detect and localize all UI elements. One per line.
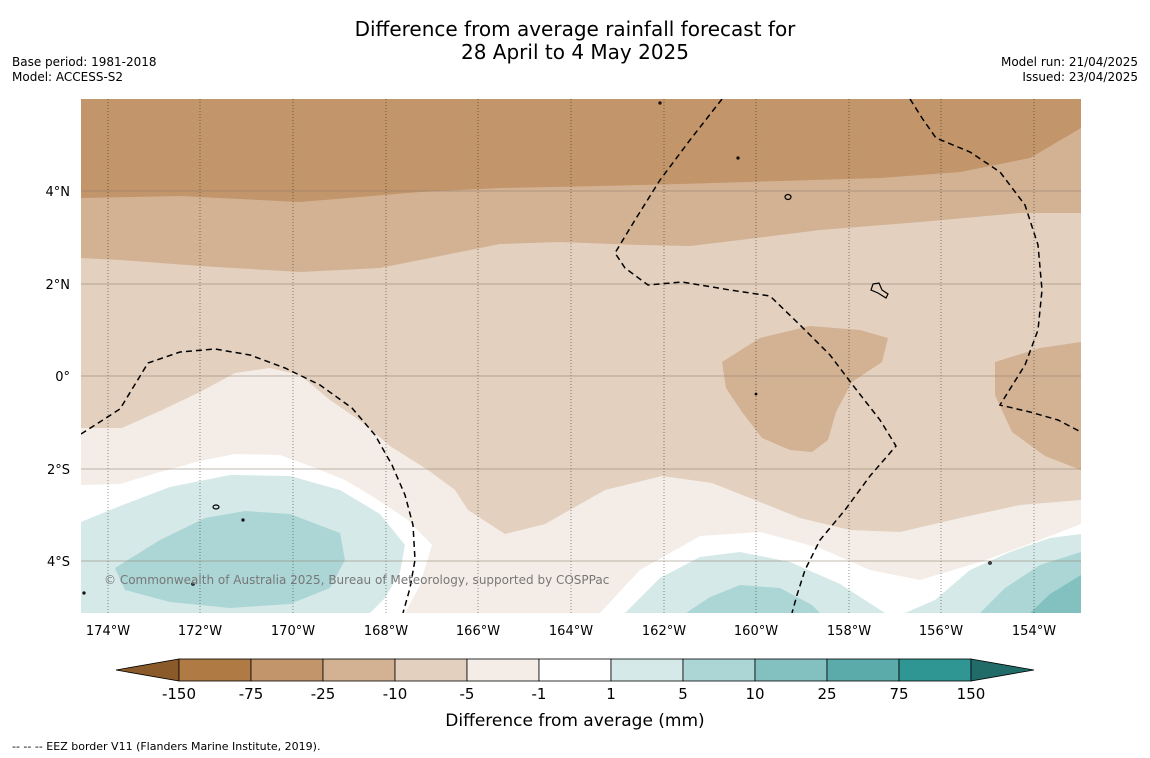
colorbar-swatch — [682, 658, 756, 682]
lat-tick-label: 4°S — [47, 555, 70, 570]
lon-tick-label: 162°W — [642, 624, 686, 639]
lon-tick-label: 166°W — [456, 624, 500, 639]
contour-wet-10-25-southeast — [1030, 575, 1081, 613]
contour-wet-1-5-southeast-a — [625, 552, 885, 613]
model-run-text: Model run: 21/04/2025 — [1000, 55, 1138, 69]
contour-wet-5-10-southwest — [115, 511, 345, 608]
colorbar-tick-labels: -150 -75 -25 -10 -5 -1 1 5 10 25 75 150 — [162, 685, 985, 703]
base-period-text: Base period: 1981-2018 — [12, 55, 157, 69]
lat-tick-label: 2°S — [47, 463, 70, 478]
contour-wet-5-10-southeast-a — [686, 585, 820, 613]
colorbar-wet-extend — [970, 658, 1035, 682]
lon-tick-label: 158°W — [827, 624, 871, 639]
title-line-2: 28 April to 4 May 2025 — [461, 40, 689, 64]
issued-text: Issued: 23/04/2025 — [1022, 70, 1138, 84]
colorbar-tick-label: 75 — [889, 685, 908, 703]
colorbar-tick-label: 1 — [606, 685, 616, 703]
colorbar-swatch — [538, 658, 612, 682]
longitude-tick-labels: 174°W 172°W 170°W 168°W 166°W 164°W 162°… — [86, 624, 1056, 639]
colorbar — [115, 658, 1035, 682]
model-text: Model: ACCESS-S2 — [12, 70, 124, 84]
colorbar-swatch — [394, 658, 468, 682]
lon-tick-label: 164°W — [549, 624, 593, 639]
contour-dry-25-75 — [81, 99, 1081, 202]
colorbar-tick-label: 25 — [817, 685, 836, 703]
lon-tick-label: 156°W — [919, 624, 963, 639]
eez-legend-text: -- -- -- EEZ border V11 (Flanders Marine… — [12, 740, 321, 753]
colorbar-tick-label: -150 — [162, 685, 196, 703]
colorbar-swatch — [322, 658, 396, 682]
meta-left: Base period: 1981-2018 Model: ACCESS-S2 — [12, 55, 157, 85]
map-panel: © Commonwealth of Australia 2025, Bureau… — [81, 99, 1081, 613]
colorbar-swatch — [178, 658, 252, 682]
contour-dry-10-25-east — [995, 342, 1081, 470]
colorbar-swatch — [466, 658, 540, 682]
lon-tick-label: 154°W — [1012, 624, 1056, 639]
colorbar-tick-label: -10 — [383, 685, 408, 703]
colorbar-tick-label: 5 — [678, 685, 688, 703]
colorbar-dry-extend — [115, 658, 180, 682]
colorbar-tick-label: -5 — [460, 685, 475, 703]
colorbar-label: Difference from average (mm) — [445, 711, 704, 731]
latitude-tick-labels: 4°N 2°N 0° 2°S 4°S — [46, 185, 71, 570]
eez-borders — [81, 99, 1081, 613]
lon-tick-label: 168°W — [364, 624, 408, 639]
title-line-1: Difference from average rainfall forecas… — [354, 17, 796, 41]
islands — [82, 101, 992, 595]
contour-dry-10-25-central — [722, 326, 888, 452]
colorbar-tick-label: 150 — [957, 685, 986, 703]
colorbar-swatch — [898, 658, 972, 682]
meta-right: Model run: 21/04/2025 Issued: 23/04/2025 — [1001, 55, 1138, 85]
copyright-text: © Commonwealth of Australia 2025, Bureau… — [104, 573, 609, 587]
latitude-lines — [81, 190, 1081, 562]
lon-tick-label: 172°W — [178, 624, 222, 639]
colorbar-swatch — [754, 658, 828, 682]
lat-tick-label: 0° — [55, 370, 70, 385]
lat-tick-label: 2°N — [46, 278, 71, 293]
colorbar-swatch — [250, 658, 324, 682]
colorbar-swatch — [610, 658, 684, 682]
lat-tick-label: 4°N — [46, 185, 71, 200]
lon-tick-label: 174°W — [86, 624, 130, 639]
colorbar-tick-label: 10 — [745, 685, 764, 703]
lon-tick-label: 160°W — [734, 624, 778, 639]
colorbar-swatch — [826, 658, 900, 682]
lon-tick-label: 170°W — [271, 624, 315, 639]
colorbar-tick-label: -25 — [311, 685, 336, 703]
colorbar-tick-label: -1 — [532, 685, 547, 703]
colorbar-tick-label: -75 — [239, 685, 264, 703]
map-title: Difference from average rainfall forecas… — [0, 18, 1150, 64]
